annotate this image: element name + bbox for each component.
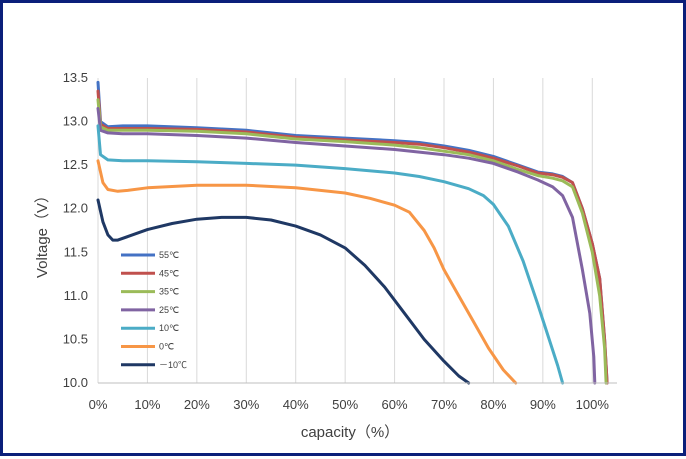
x-tick-label: 80% — [480, 397, 506, 412]
x-tick-label: 90% — [530, 397, 556, 412]
x-axis-title: capacity（%） — [301, 424, 399, 441]
y-tick-label: 10.5 — [63, 331, 88, 346]
x-tick-label: 60% — [382, 397, 408, 412]
y-axis-ticks: 10.0 10.5 11.0 11.5 12.0 12.5 13.0 13.5 — [63, 70, 88, 390]
legend-label: 10℃ — [159, 323, 179, 333]
legend-label: －10℃ — [159, 360, 187, 370]
legend-label: 45℃ — [159, 268, 179, 278]
series-line — [96, 98, 608, 385]
legend-label: 35℃ — [159, 287, 179, 297]
series-line — [96, 198, 471, 385]
legend-label: 25℃ — [159, 305, 179, 315]
x-tick-label: 50% — [332, 397, 358, 412]
y-tick-label: 11.5 — [64, 244, 88, 259]
legend-label: 0℃ — [159, 342, 174, 352]
x-tick-label: 30% — [233, 397, 259, 412]
y-tick-label: 13.0 — [63, 114, 88, 129]
x-tick-label: 40% — [283, 397, 309, 412]
x-tick-label: 20% — [184, 397, 210, 412]
x-tick-label: 70% — [431, 397, 457, 412]
x-tick-label: 0% — [89, 397, 108, 412]
series-line — [96, 80, 609, 385]
series-lines — [96, 80, 609, 385]
legend: 55℃ 45℃ 35℃ 25℃ 10℃ 0℃ －10℃ — [121, 250, 187, 370]
voltage-capacity-chart: 0% 10% 20% 30% 40% 50% 60% 70% 80% 90% 100% 10.010… — [34, 70, 617, 441]
legend-label: 55℃ — [159, 250, 179, 260]
series-line — [96, 159, 518, 385]
y-axis-title: Voltage（V） — [34, 188, 51, 278]
y-tick-label: 10.0 — [63, 375, 88, 390]
y-tick-label: 12.0 — [63, 201, 88, 216]
x-axis-ticks: 0% 10% 20% 30% 40% 50% 60% 70% 80% 90% 100% — [89, 397, 610, 412]
series-line — [96, 107, 597, 385]
series-line — [96, 124, 565, 385]
y-tick-label: 13.5 — [63, 70, 88, 85]
y-tick-label: 12.5 — [63, 157, 88, 172]
y-tick-label: 11.0 — [64, 288, 88, 303]
vertical-gridlines — [97, 78, 593, 383]
x-tick-label: 100% — [576, 397, 610, 412]
x-tick-label: 10% — [134, 397, 160, 412]
